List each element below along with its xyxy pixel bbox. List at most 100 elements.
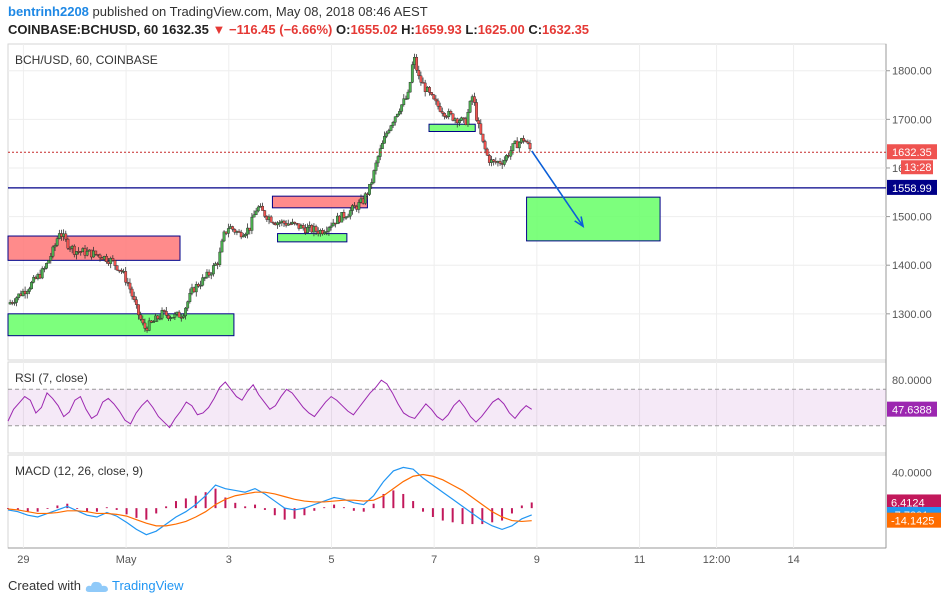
published-text: published on TradingView.com, May 08, 20… — [92, 4, 428, 19]
y-tick-label: 1700.00 — [892, 114, 932, 126]
candle-body — [325, 231, 329, 233]
macd-hist-bar — [76, 508, 79, 509]
countdown-badge — [901, 160, 933, 175]
signal-badge-text: -14.1425 — [891, 516, 934, 528]
down-triangle-icon: ▼ — [212, 22, 226, 37]
candle-body — [487, 155, 491, 163]
macd-hist-bar — [451, 508, 454, 523]
candle-body — [94, 250, 98, 255]
macd-hist-bar — [224, 497, 227, 509]
tradingview-link[interactable]: TradingView — [112, 578, 184, 593]
candle-body — [111, 258, 115, 261]
macd-hist-bar — [501, 508, 504, 521]
candle-body — [432, 94, 436, 100]
candle-body — [475, 102, 478, 121]
rsi-band — [8, 389, 886, 426]
pane-price — [7, 43, 887, 361]
candle-body — [438, 106, 442, 112]
candle-body — [370, 182, 374, 185]
projection-arrow-head — [574, 216, 585, 229]
candle-body — [419, 75, 423, 83]
candle-body — [477, 120, 481, 124]
candle-body — [502, 160, 506, 165]
candle-body — [241, 235, 245, 238]
candle-body — [460, 117, 463, 121]
x-tick-label: 7 — [431, 554, 437, 566]
candle-body — [449, 111, 453, 115]
candle-body — [395, 113, 399, 117]
candle-body — [400, 104, 404, 112]
countdown-text: 13:28 — [904, 162, 932, 174]
candle-body — [402, 98, 406, 105]
candle-body — [222, 231, 226, 242]
macd-hist-bar — [56, 505, 59, 509]
macd-hist-bar — [372, 503, 375, 509]
candle-body — [348, 210, 352, 217]
candle-body — [55, 238, 59, 246]
demand-zone — [526, 196, 661, 242]
candle-body — [72, 245, 76, 255]
candle-body — [32, 276, 36, 283]
candle-body — [252, 214, 256, 218]
candle-body — [49, 256, 53, 261]
candle-body — [173, 313, 177, 318]
macd-hist-bar — [333, 504, 336, 509]
macd-hist-bar — [382, 493, 385, 509]
macd-pane-title: MACD (12, 26, close, 9) — [15, 464, 143, 478]
candle-body — [271, 222, 275, 224]
macd-hist-bar — [283, 508, 286, 520]
high-label: H: — [401, 22, 415, 37]
candle-body — [301, 225, 305, 229]
candle-body — [451, 113, 455, 121]
candle-body — [481, 133, 485, 142]
hist-badge — [887, 494, 941, 510]
macd-hist-bar — [254, 504, 257, 509]
candle-body — [220, 240, 224, 253]
macd-hist-bar — [263, 508, 266, 510]
macd-hist-bar — [145, 508, 148, 520]
candle-body — [209, 273, 213, 276]
candle-body — [160, 310, 164, 319]
candle-body — [177, 311, 181, 318]
macd-line — [7, 466, 532, 536]
candle-body — [524, 140, 528, 143]
low-value: 1625.00 — [477, 22, 525, 37]
demand-zone — [428, 123, 476, 133]
candle-body — [492, 159, 496, 162]
macd-hist-bar — [412, 501, 415, 509]
author-link[interactable]: bentrinh2208 — [8, 4, 89, 19]
macd-hist-bar — [520, 505, 523, 509]
candle-body — [98, 254, 102, 258]
ohlc-line: COINBASE:BCHUSD, 60 1632.35 ▼ −116.45 (−… — [8, 22, 589, 37]
candle-body — [233, 229, 237, 233]
candle-body — [134, 299, 138, 305]
demand-zone — [277, 233, 348, 243]
chart-canvas[interactable]: 29 May 3 5 7 9 11 12:00 14 1300.00 1400.00 1500.00 1… — [0, 40, 946, 578]
support-badge-text: 1558.99 — [892, 183, 932, 195]
open-label: O: — [335, 22, 351, 37]
candle-body — [53, 245, 57, 248]
macd-hist-bar — [323, 507, 326, 509]
candle-body — [374, 162, 378, 171]
candle-body — [415, 57, 419, 71]
candle-body — [440, 111, 444, 114]
macd-hist-bar — [342, 507, 345, 509]
macd-hist-bar — [7, 508, 9, 510]
symbol-label: COINBASE:BCHUSD, 60 — [8, 22, 159, 37]
candle-body — [331, 222, 335, 227]
footer: Created with TradingView — [8, 578, 184, 594]
macd-hist-bar — [184, 498, 187, 509]
supply-zone — [271, 195, 368, 209]
candle-body — [124, 271, 128, 283]
candle-body — [66, 238, 70, 249]
macd-hist-bar — [461, 508, 464, 525]
rsi-badge — [887, 401, 937, 417]
high-value: 1659.93 — [414, 22, 462, 37]
macd-hist-bar — [46, 508, 49, 509]
candle-body — [171, 317, 175, 319]
candle-body — [167, 315, 170, 319]
macd-hist-bar — [125, 508, 128, 515]
candle-body — [141, 319, 145, 324]
x-tick-label: 5 — [328, 554, 334, 566]
macd-hist-bar — [481, 508, 484, 525]
